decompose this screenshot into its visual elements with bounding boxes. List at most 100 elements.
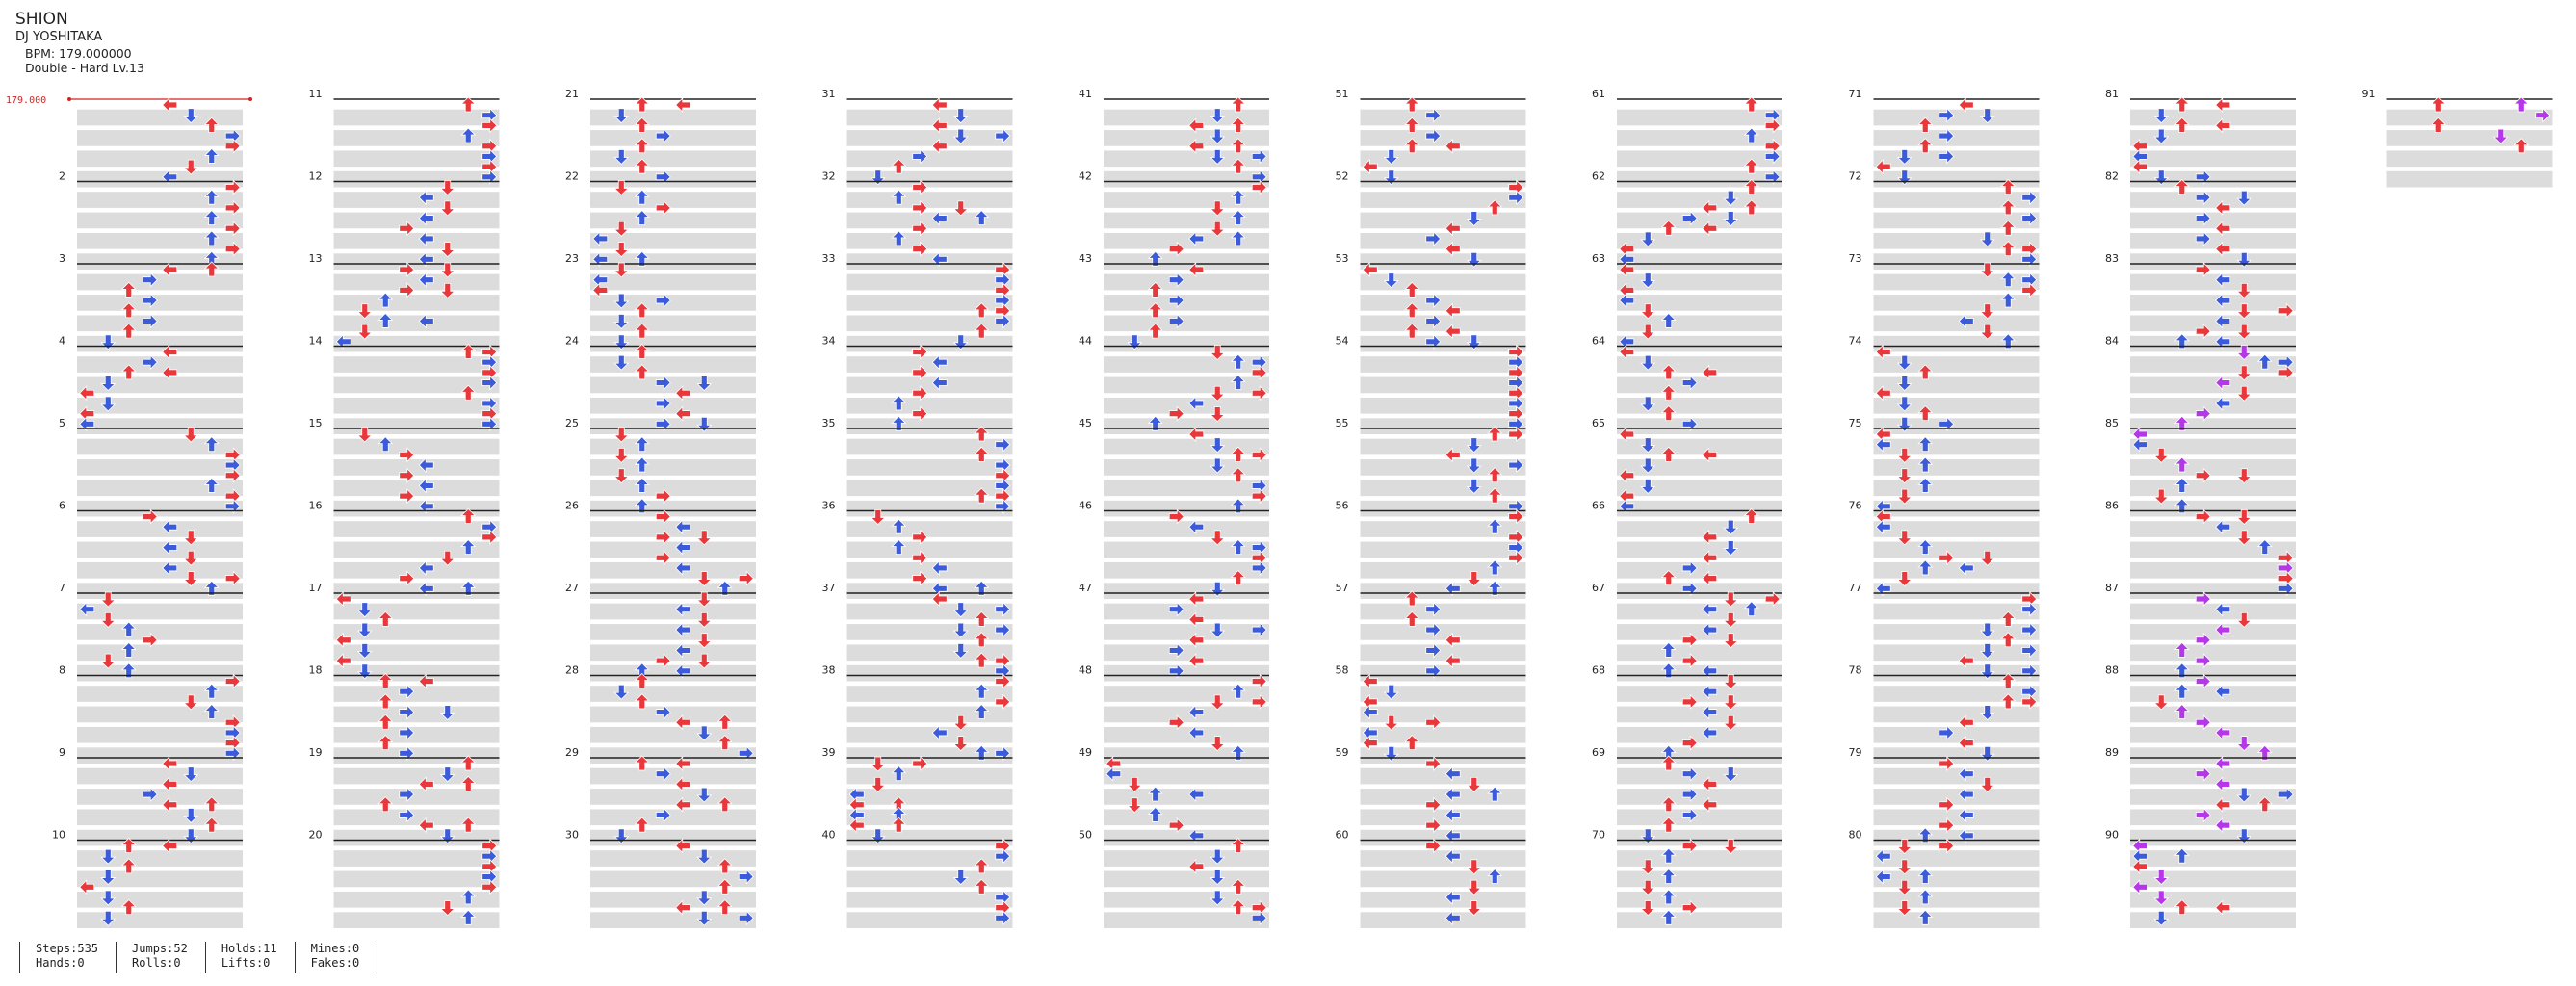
arrow-note [79, 385, 95, 402]
beat-stripe [1104, 212, 1269, 229]
arrow-note [1466, 900, 1482, 917]
measure-number: 70 [1592, 829, 1605, 842]
arrow-shape [696, 376, 713, 392]
arrow-note [655, 653, 671, 669]
arrow-note [1681, 765, 1698, 782]
beat-stripe [333, 253, 500, 270]
beat-stripe [1104, 480, 1269, 497]
arrow-note [675, 405, 691, 422]
arrow-note [2132, 159, 2148, 175]
arrow-shape [738, 745, 754, 762]
measure-number: 40 [822, 829, 836, 842]
beat-stripe [1873, 438, 2040, 455]
arrow-shape [1640, 303, 1656, 320]
arrow-note [1743, 127, 1759, 143]
arrow-note [356, 324, 373, 340]
arrow-note [1168, 642, 1184, 659]
beat-stripe [2130, 686, 2296, 702]
arrow-shape [1444, 807, 1461, 823]
arrow-note [1681, 807, 1698, 823]
arrow-note [1723, 611, 1739, 628]
arrow-shape [634, 323, 650, 339]
arrow-shape [2215, 756, 2231, 771]
arrow-note [1210, 890, 1226, 906]
arrow-note [696, 848, 713, 865]
arrow-shape [2173, 662, 2190, 679]
arrow-shape [418, 230, 434, 246]
arrow-note [183, 427, 199, 443]
arrow-note [2236, 303, 2252, 320]
arrow-note [613, 354, 630, 371]
beat-stripe [1360, 335, 1526, 352]
beat-stripe [333, 561, 500, 579]
arrow-shape [655, 128, 671, 144]
arrow-shape [1444, 910, 1461, 926]
beat-stripe [1104, 418, 1269, 434]
arrow-note [634, 693, 650, 710]
arrow-note [2256, 353, 2273, 370]
arrow-note [1147, 250, 1163, 267]
arrow-shape [891, 415, 907, 431]
arrow-note [2173, 847, 2190, 864]
arrow-shape [460, 775, 477, 791]
arrow-shape [2021, 190, 2038, 206]
song-difficulty: Double - Hard Lv.13 [25, 61, 144, 76]
arrow-shape [1875, 159, 1891, 175]
arrow-shape [1466, 211, 1482, 227]
arrow-shape [1383, 272, 1399, 289]
arrow-note [1896, 900, 1912, 917]
arrow-shape [418, 478, 434, 494]
arrow-shape [1404, 610, 1420, 627]
arrow-shape [995, 498, 1011, 514]
arrow-shape [1425, 230, 1442, 246]
measure-number: 50 [1079, 829, 1092, 842]
beat-stripe [1104, 150, 1269, 168]
arrow-shape [1660, 817, 1677, 833]
arrow-note [655, 199, 671, 216]
beat-stripe [333, 212, 500, 229]
arrow-note [1660, 641, 1677, 658]
arrow-shape [1917, 538, 1934, 555]
beat-stripe [1617, 459, 1782, 476]
arrow-shape [1743, 158, 1759, 174]
arrow-note [120, 281, 137, 298]
beat-stripe [333, 644, 500, 662]
arrow-note [1404, 735, 1420, 751]
arrow-note [1444, 910, 1461, 926]
arrow-shape [377, 610, 394, 627]
beat-stripe [590, 376, 756, 394]
arrow-shape [1702, 570, 1718, 586]
arrow-note [1764, 169, 1781, 185]
arrow-note [2000, 333, 2017, 350]
arrow-shape [1487, 426, 1503, 442]
arrow-note [1404, 117, 1420, 133]
beat-stripe [590, 315, 756, 332]
arrow-note [891, 765, 907, 782]
arrow-shape [481, 117, 498, 134]
arrow-note [1875, 519, 1891, 535]
beat-stripe [333, 480, 500, 497]
arrow-note [675, 796, 691, 813]
arrow-shape [183, 530, 199, 546]
arrow-shape [1743, 127, 1759, 143]
arrow-note [1362, 262, 1378, 277]
beat-stripe [1617, 192, 1782, 208]
arrow-shape [460, 755, 477, 771]
beat-stripe [590, 870, 756, 888]
beat-stripe [77, 686, 243, 702]
arrow-note [1681, 581, 1698, 597]
stat-fakes: Fakes:0 [310, 956, 360, 970]
arrow-note [1230, 96, 1246, 113]
arrow-shape [1764, 117, 1781, 134]
beat-stripe [1617, 376, 1782, 394]
beat-stripe [1617, 850, 1782, 867]
arrow-note [716, 735, 733, 751]
beat-stripe [1873, 418, 2040, 434]
arrow-shape [675, 405, 691, 422]
arrow-note [460, 343, 477, 359]
arrow-note [1383, 149, 1399, 166]
measure-number: 51 [1336, 88, 1349, 100]
arrow-shape [1383, 149, 1399, 166]
arrow-shape [418, 251, 434, 268]
measure-number: 15 [309, 417, 323, 429]
